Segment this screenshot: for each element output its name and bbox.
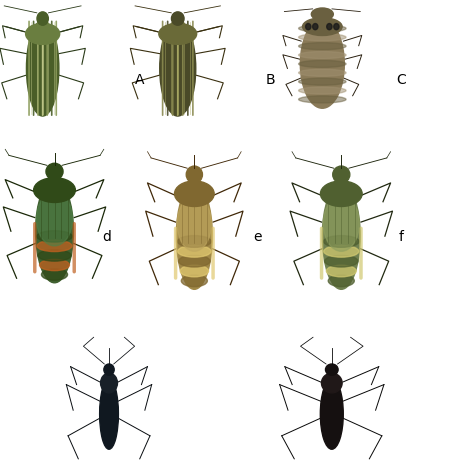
Text: C: C: [396, 73, 406, 88]
Ellipse shape: [324, 236, 359, 247]
Ellipse shape: [36, 180, 73, 283]
Ellipse shape: [46, 163, 63, 180]
Ellipse shape: [299, 96, 346, 103]
Ellipse shape: [180, 265, 209, 277]
Ellipse shape: [311, 8, 333, 20]
Ellipse shape: [302, 18, 342, 36]
Ellipse shape: [299, 60, 346, 67]
Ellipse shape: [299, 25, 346, 32]
Ellipse shape: [159, 23, 197, 45]
Text: A: A: [135, 73, 145, 88]
Ellipse shape: [27, 20, 59, 116]
Ellipse shape: [100, 379, 118, 449]
Ellipse shape: [321, 373, 342, 393]
Text: e: e: [254, 230, 262, 244]
Ellipse shape: [38, 250, 71, 261]
Ellipse shape: [324, 246, 359, 257]
Ellipse shape: [334, 24, 339, 30]
Ellipse shape: [299, 52, 346, 59]
Ellipse shape: [177, 196, 211, 251]
Ellipse shape: [313, 24, 318, 30]
Ellipse shape: [176, 183, 212, 289]
Ellipse shape: [104, 364, 114, 375]
Ellipse shape: [301, 19, 344, 108]
Ellipse shape: [186, 166, 202, 183]
Ellipse shape: [299, 69, 346, 76]
Ellipse shape: [37, 12, 48, 25]
Ellipse shape: [299, 34, 346, 41]
Text: f: f: [398, 230, 403, 244]
Ellipse shape: [37, 231, 72, 242]
Ellipse shape: [325, 255, 358, 267]
Ellipse shape: [177, 236, 211, 247]
Ellipse shape: [320, 181, 362, 207]
Ellipse shape: [178, 246, 211, 257]
Ellipse shape: [160, 20, 196, 116]
Ellipse shape: [36, 192, 73, 246]
Ellipse shape: [326, 364, 338, 375]
Ellipse shape: [306, 24, 311, 30]
Ellipse shape: [41, 269, 67, 280]
Ellipse shape: [39, 259, 70, 271]
Ellipse shape: [333, 166, 350, 183]
Ellipse shape: [322, 183, 360, 289]
Ellipse shape: [299, 78, 346, 85]
Ellipse shape: [181, 275, 207, 287]
Ellipse shape: [174, 181, 214, 207]
Ellipse shape: [328, 275, 354, 287]
Text: B: B: [265, 73, 275, 88]
Ellipse shape: [100, 373, 118, 393]
Ellipse shape: [37, 240, 72, 252]
Ellipse shape: [327, 24, 332, 30]
Ellipse shape: [34, 178, 75, 202]
Ellipse shape: [299, 43, 346, 50]
Ellipse shape: [323, 196, 359, 251]
Ellipse shape: [326, 265, 356, 277]
Ellipse shape: [299, 87, 346, 94]
Ellipse shape: [320, 379, 343, 449]
Text: d: d: [102, 230, 111, 244]
Ellipse shape: [172, 12, 184, 25]
Ellipse shape: [26, 23, 60, 45]
Ellipse shape: [179, 255, 210, 267]
